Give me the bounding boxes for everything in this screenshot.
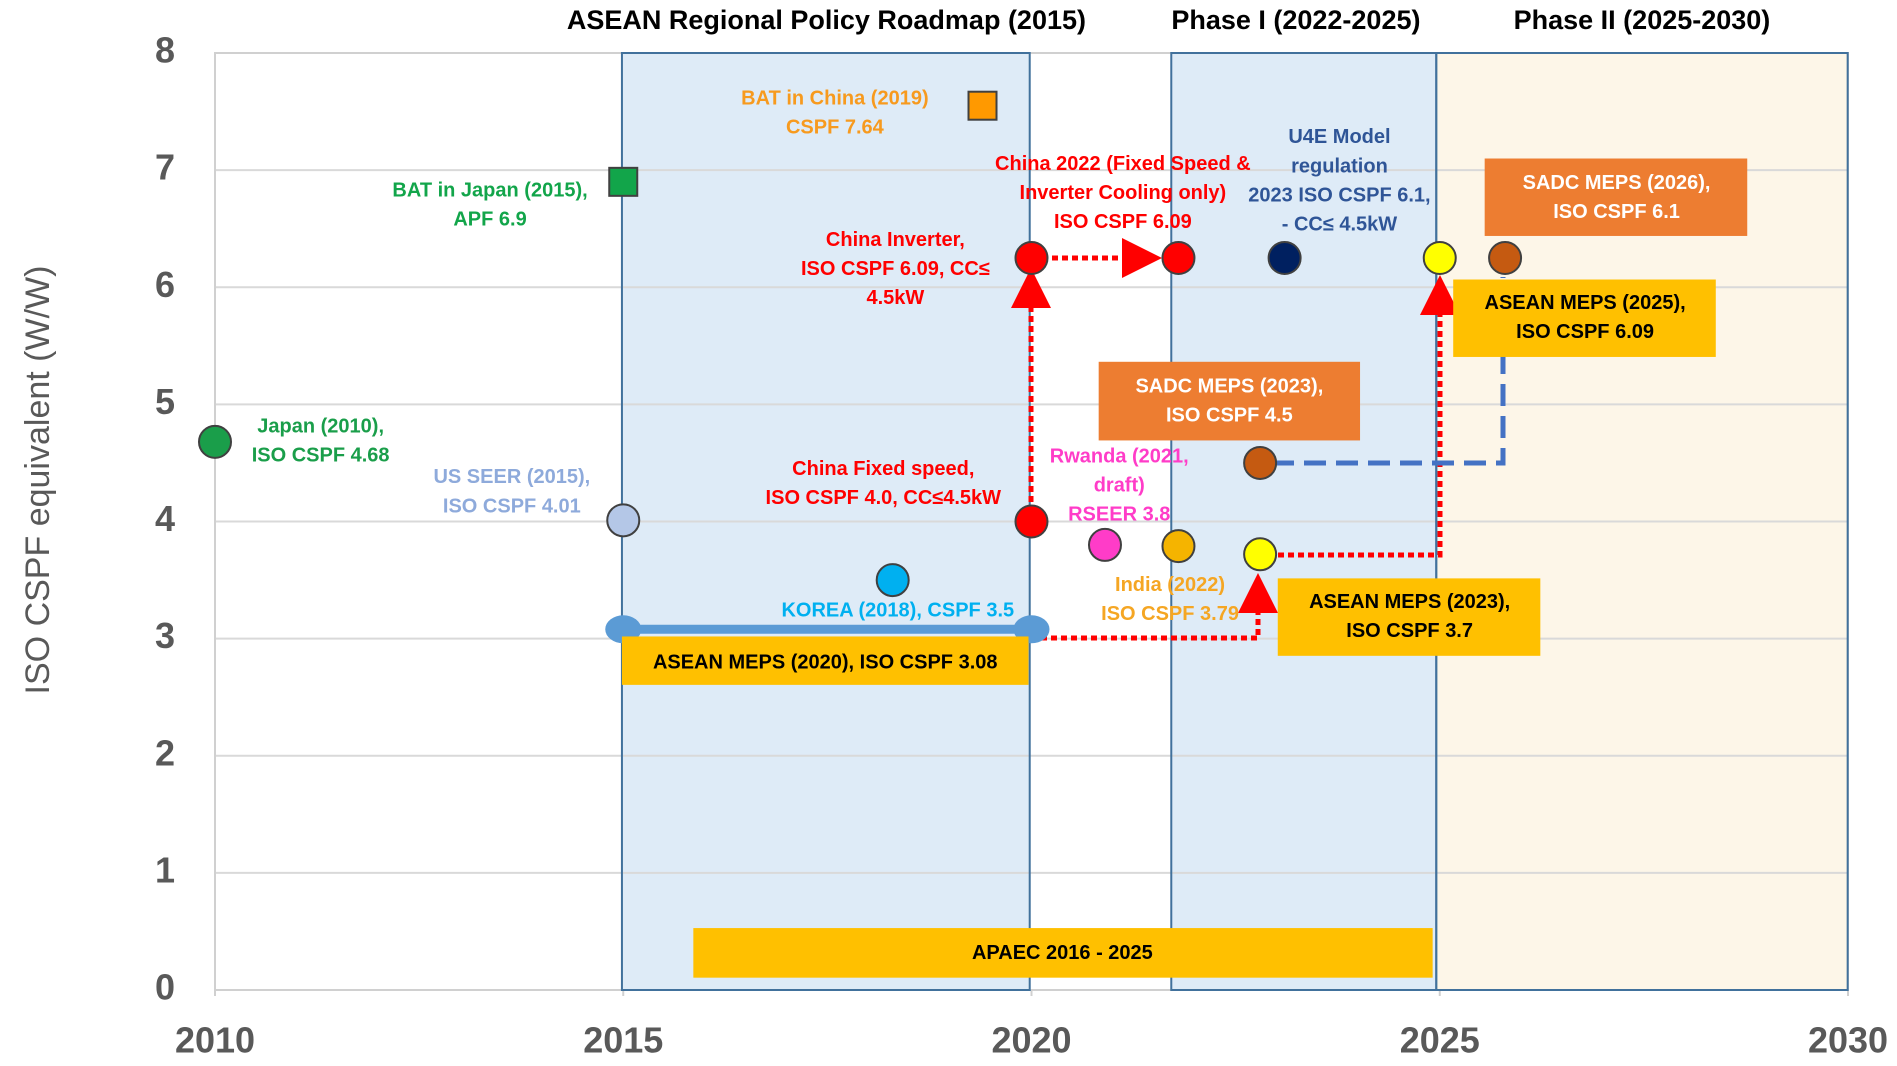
annotation: India (2022) [1115,574,1225,596]
annotation-box [1098,361,1361,441]
annotation: CSPF 7.64 [786,117,885,139]
point [606,503,641,538]
point [1267,240,1302,275]
region-frame [1435,52,1849,991]
x-tick-label: 2025 [1400,1020,1480,1061]
point [198,424,232,459]
marks [198,90,1523,644]
annotation: China Inverter, [826,229,965,251]
y-tick-label: 2 [155,732,175,773]
annotation: ISO CSPF 4.5 [1166,405,1293,427]
annotation: ISO CSPF 3.79 [1101,603,1239,625]
annotation: ASEAN MEPS (2023), [1309,591,1510,613]
annotation: RSEER 3.8 [1068,504,1170,526]
policy-line-end [1013,615,1050,644]
x-tick-label: 2015 [583,1020,663,1061]
y-tick-label: 8 [155,30,175,71]
annotation: ISO CSPF 6.1 [1553,201,1680,223]
annotation: BAT in Japan (2015), [392,179,587,201]
y-tick-label: 5 [155,381,175,422]
annotation: SADC MEPS (2026), [1523,172,1711,194]
annotation: Japan (2010), [257,415,384,437]
region-label: ASEAN Regional Policy Roadmap (2015) [567,5,1086,35]
annotation: US SEER (2015), [433,466,590,488]
annotation: draft) [1094,475,1145,497]
region-label: Phase I (2022-2025) [1171,5,1420,35]
annotation: ASEAN MEPS (2020), ISO CSPF 3.08 [653,651,998,673]
y-tick-label: 6 [155,264,175,305]
point [1243,445,1278,480]
annotation-box [693,928,1433,978]
y-tick-label: 7 [155,147,175,188]
labels: ASEAN Regional Policy Roadmap (2015) Phas… [155,5,1888,1060]
annotation: China Fixed speed, [792,458,974,480]
annotation-box [1453,279,1716,357]
annotation: APAEC 2016 - 2025 [972,942,1153,964]
annotation: ISO CSPF 4.68 [252,444,390,466]
annotation: ISO CSPF 4.0, CC≤4.5kW [766,487,1002,509]
annotation: Inverter Cooling only) [1020,182,1227,204]
point [1488,240,1523,275]
annotation: ASEAN MEPS (2025), [1485,292,1686,314]
annotation: ISO CSPF 4.01 [443,495,581,517]
point [1087,527,1122,562]
annotation: U4E Model [1288,126,1390,148]
y-axis-label: ISO CSPF equivalent (W/W) [19,266,57,695]
point [1161,529,1196,564]
y-tick-label: 4 [155,498,175,539]
annotation: 2023 ISO CSPF 6.1, [1248,184,1430,206]
y-tick-label: 1 [155,849,175,890]
annotation: BAT in China (2019) [741,88,928,110]
point [1014,240,1049,275]
annotation-box [621,636,1029,685]
annotation: - CC≤ 4.5kW [1282,213,1398,235]
point [1422,240,1457,275]
arrow [1031,573,1278,641]
annotation: ISO CSPF 3.7 [1346,620,1473,642]
point [967,90,998,121]
annotation: China 2022 (Fixed Speed & [995,153,1251,175]
point [875,563,910,598]
y-tick-label: 3 [155,615,175,656]
arrow [1278,275,1460,558]
point [1161,240,1196,275]
annotation: ISO CSPF 6.09 [1054,211,1192,233]
annotation: regulation [1291,155,1388,177]
y-tick-label: 0 [155,967,175,1008]
annotation: 4.5kW [866,287,924,309]
point [1243,537,1278,572]
x-tick-label: 2030 [1808,1020,1888,1061]
x-tick-label: 2010 [175,1020,255,1061]
x-tick-label: 2020 [991,1020,1071,1061]
annotation-box [1277,578,1541,656]
annotation: ISO CSPF 6.09, CC≤ [801,258,990,280]
region-label: Phase II (2025-2030) [1514,5,1771,35]
point [608,166,639,197]
policy-line-end [605,615,642,644]
annotation: SADC MEPS (2023), [1135,375,1323,397]
annotation: ISO CSPF 6.09 [1516,321,1654,343]
annotation: Rwanda (2021, [1050,446,1189,468]
annotation-box [1484,158,1748,236]
annotation: KOREA (2018), CSPF 3.5 [781,599,1014,621]
point [1014,504,1049,539]
annotation: APF 6.9 [453,209,526,231]
